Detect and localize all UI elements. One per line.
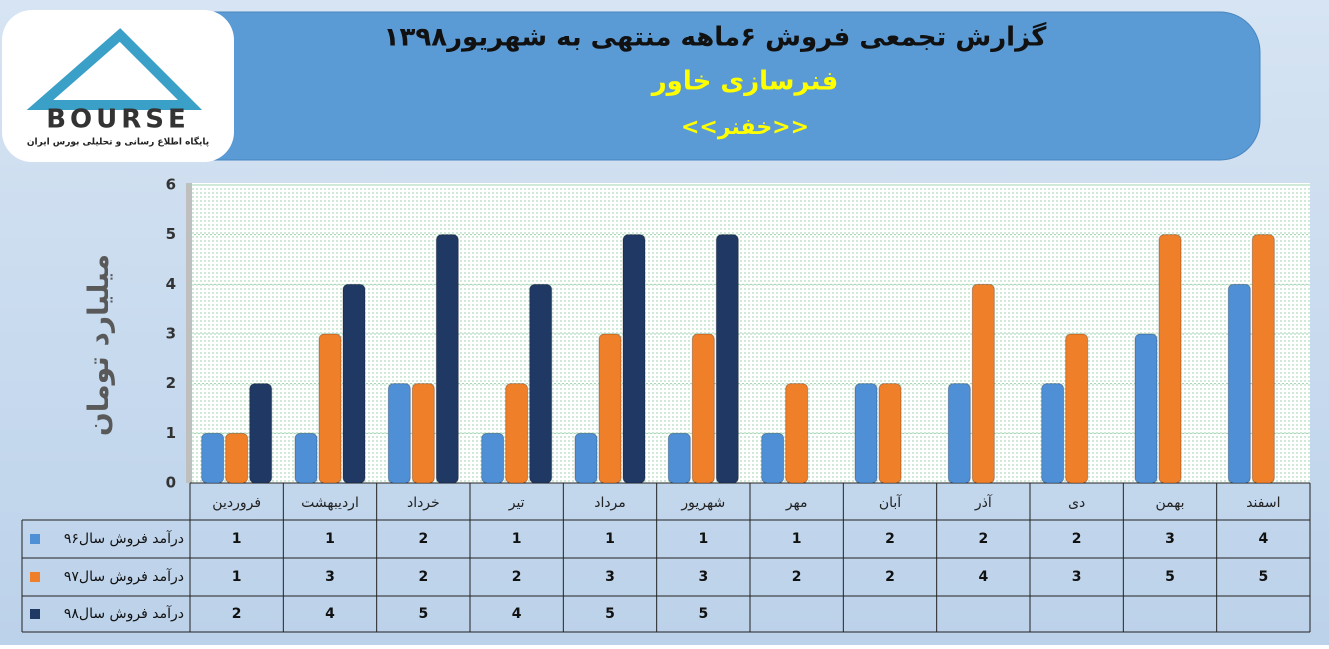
- x-tick-label: فروردین: [212, 495, 261, 511]
- logo-box: [2, 10, 234, 162]
- table-value: 5: [698, 606, 708, 622]
- chart-title: گزارش تجمعی فروش ۶ماهه منتهی به شهریور۱۳…: [384, 22, 1048, 53]
- bar: [1134, 333, 1158, 484]
- table-value: 3: [1072, 569, 1082, 585]
- bar: [201, 432, 225, 484]
- bar: [691, 333, 715, 484]
- table-value: 5: [1258, 569, 1268, 585]
- table-value: 2: [232, 606, 242, 622]
- bar: [505, 383, 529, 484]
- legend-swatch: [30, 572, 40, 582]
- table-value: 5: [605, 606, 615, 622]
- x-tick-label: مرداد: [594, 495, 626, 511]
- table-value: 3: [698, 569, 708, 585]
- x-tick-label: اردیبهشت: [301, 495, 359, 511]
- x-tick-label: اسفند: [1246, 495, 1280, 511]
- bar: [318, 333, 342, 484]
- bar: [878, 383, 902, 484]
- bar: [971, 283, 995, 484]
- bar: [435, 234, 459, 484]
- bar: [1251, 234, 1275, 484]
- table-value: 3: [605, 569, 615, 585]
- y-tick-label: 5: [166, 225, 176, 243]
- bar: [715, 234, 739, 484]
- bar: [1065, 333, 1089, 484]
- y-tick-label: 4: [166, 275, 176, 293]
- bar: [249, 383, 273, 484]
- bar: [387, 383, 411, 484]
- table-value: 3: [1165, 531, 1175, 547]
- x-tick-label: بهمن: [1155, 495, 1184, 511]
- table-value: 4: [978, 569, 988, 585]
- chart-symbol: <<خفنر>>: [681, 115, 809, 140]
- x-tick-label: آذر: [974, 494, 993, 511]
- bar: [761, 432, 785, 484]
- table-value: 4: [325, 606, 335, 622]
- bar: [598, 333, 622, 484]
- table-value: 2: [512, 569, 522, 585]
- bar: [225, 432, 249, 484]
- table-value: 2: [885, 531, 895, 547]
- table-value: 5: [1165, 569, 1175, 585]
- table-value: 5: [418, 606, 428, 622]
- x-tick-label: آبان: [879, 494, 902, 511]
- table-value: 1: [232, 569, 242, 585]
- legend-swatch: [30, 534, 40, 544]
- logo-tagline: پایگاه اطلاع رسانی و تحلیلی بورس ایران: [27, 136, 209, 148]
- bar: [529, 283, 553, 484]
- table-value: 1: [232, 531, 242, 547]
- table-value: 3: [325, 569, 335, 585]
- legend-swatch: [30, 609, 40, 619]
- bar: [947, 383, 971, 484]
- legend-label: درآمد فروش سال۹۷: [64, 568, 184, 585]
- table-value: 1: [325, 531, 335, 547]
- table-value: 2: [418, 569, 428, 585]
- bar: [854, 383, 878, 484]
- legend-label: درآمد فروش سال۹۸: [64, 605, 184, 622]
- table-value: 2: [1072, 531, 1082, 547]
- bar: [481, 432, 505, 484]
- table-value: 2: [418, 531, 428, 547]
- table-value: 2: [792, 569, 802, 585]
- bar: [1158, 234, 1182, 484]
- bar: [411, 383, 435, 484]
- bar: [1041, 383, 1065, 484]
- bar: [622, 234, 646, 484]
- logo-name: BOURSE: [46, 105, 190, 135]
- bar: [1227, 283, 1251, 484]
- x-tick-label: خرداد: [407, 495, 440, 511]
- table-value: 2: [978, 531, 988, 547]
- logo-icon: [26, 28, 203, 110]
- y-tick-label: 0: [166, 474, 176, 492]
- table-value: 1: [512, 531, 522, 547]
- table-value: 1: [698, 531, 708, 547]
- y-tick-label: 3: [166, 325, 176, 343]
- table-value: 4: [1258, 531, 1268, 547]
- axis-wall: [186, 183, 192, 483]
- legend-label: درآمد فروش سال۹۶: [64, 530, 184, 547]
- table-value: 2: [885, 569, 895, 585]
- bar: [785, 383, 809, 484]
- bar: [574, 432, 598, 484]
- x-tick-label: دی: [1068, 495, 1085, 511]
- x-tick-label: شهریور: [680, 495, 725, 511]
- y-tick-label: 6: [166, 176, 176, 194]
- table-value: 1: [605, 531, 615, 547]
- x-tick-label: مهر: [785, 495, 808, 511]
- bar: [342, 283, 366, 484]
- chart-subtitle: فنرسازی خاور: [650, 67, 839, 97]
- table-value: 4: [512, 606, 522, 622]
- x-tick-label: تیر: [508, 495, 525, 511]
- y-axis-label: میلیارد تومان: [82, 254, 115, 436]
- bar: [294, 432, 318, 484]
- y-tick-label: 2: [166, 374, 176, 392]
- table-value: 1: [792, 531, 802, 547]
- y-tick-label: 1: [166, 424, 176, 442]
- bar: [667, 432, 691, 484]
